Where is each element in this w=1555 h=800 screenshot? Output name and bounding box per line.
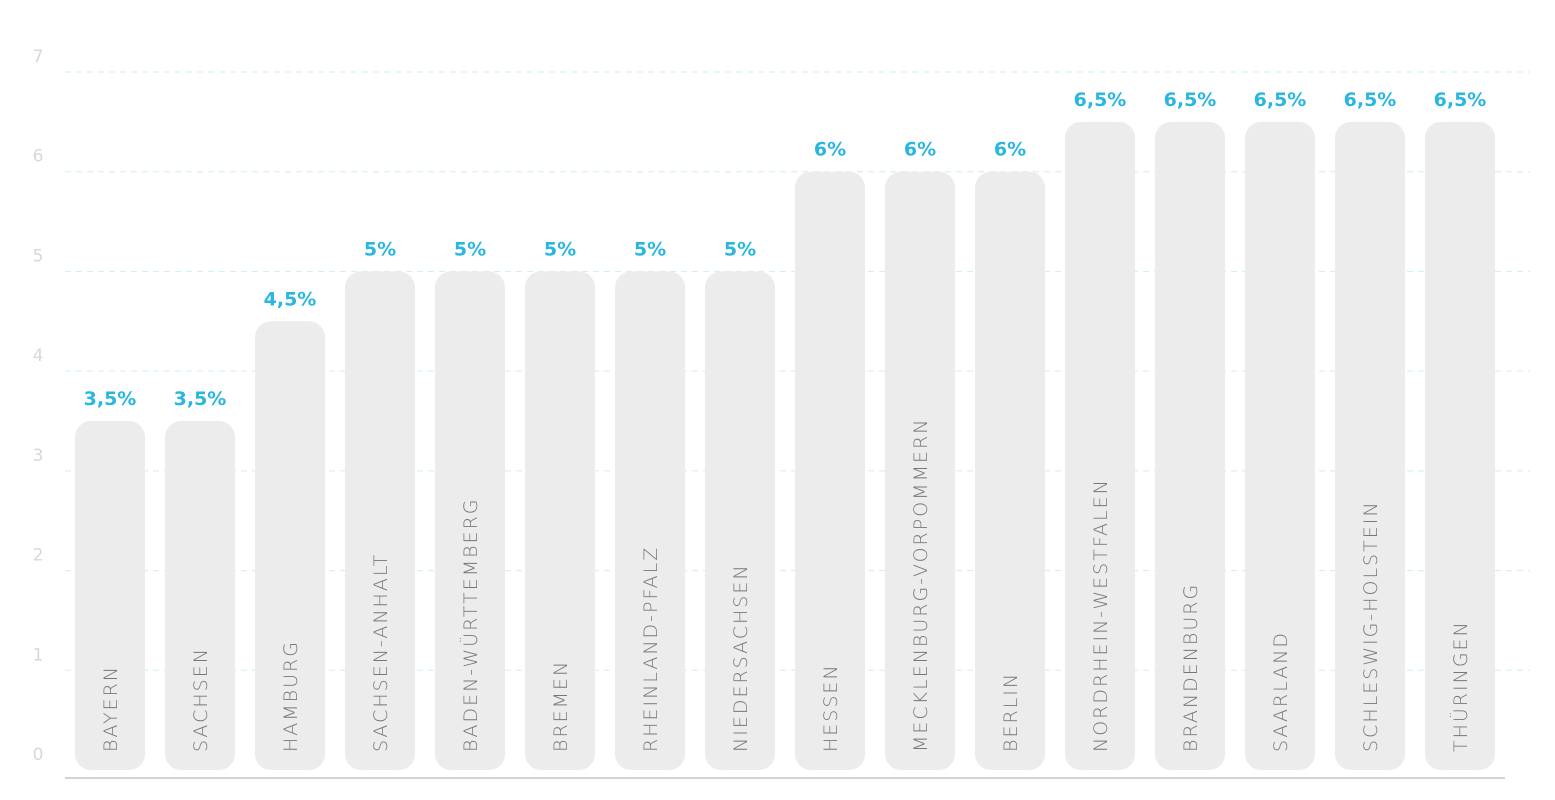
- category-label: THÜRINGEN: [1449, 620, 1472, 752]
- category-label: SACHSEN: [190, 647, 212, 752]
- category-label: BRANDENBURG: [1180, 583, 1202, 752]
- bar: [345, 271, 415, 770]
- y-tick-label: 7: [33, 47, 44, 67]
- y-tick-label: 4: [33, 346, 44, 366]
- value-label: 6,5%: [1254, 89, 1307, 111]
- value-label: 6%: [994, 139, 1026, 161]
- category-label: NIEDERSACHSEN: [730, 563, 752, 752]
- bar: [525, 271, 595, 770]
- category-label: BREMEN: [550, 660, 572, 752]
- bar: [885, 171, 955, 770]
- category-label: SAARLAND: [1270, 631, 1292, 752]
- value-label: 3,5%: [174, 388, 227, 410]
- value-label: 4,5%: [264, 288, 317, 310]
- bar: [1065, 121, 1135, 771]
- category-label: SACHSEN-ANHALT: [370, 553, 392, 752]
- y-tick-label: 6: [33, 147, 44, 167]
- y-tick-label: 1: [33, 645, 44, 665]
- bar: [1425, 121, 1495, 771]
- bar: [705, 271, 775, 770]
- bar: [255, 321, 325, 770]
- bar: [435, 271, 505, 770]
- bar: [165, 421, 235, 770]
- y-tick-label: 3: [33, 446, 44, 466]
- value-label: 6,5%: [1074, 89, 1127, 111]
- category-label: MECKLENBURG-VORPOMMERN: [910, 418, 932, 752]
- value-label: 5%: [544, 238, 576, 260]
- bar: [1155, 121, 1225, 771]
- category-label: BAYERN: [100, 665, 122, 752]
- bar: [975, 171, 1045, 770]
- bar: [1335, 121, 1405, 771]
- value-label: 3,5%: [84, 388, 137, 410]
- bar: [615, 271, 685, 770]
- category-label: RHEINLAND-PFALZ: [640, 546, 662, 752]
- value-label: 5%: [454, 238, 486, 260]
- value-label: 5%: [634, 238, 666, 260]
- y-tick-label: 5: [33, 246, 44, 266]
- y-tick-label: 2: [33, 546, 44, 566]
- value-label: 6%: [814, 139, 846, 161]
- value-label: 6,5%: [1164, 89, 1217, 111]
- category-label: BADEN-WÜRTTEMBERG: [459, 497, 482, 752]
- bar: [1245, 121, 1315, 771]
- bar: [795, 171, 865, 770]
- category-label: SCHLESWIG-HOLSTEIN: [1360, 500, 1382, 752]
- value-label: 5%: [364, 238, 396, 260]
- value-label: 5%: [724, 238, 756, 260]
- category-label: BERLIN: [1000, 672, 1022, 752]
- category-label: NORDRHEIN-WESTFALEN: [1090, 478, 1112, 752]
- bar: [75, 421, 145, 770]
- category-label: HESSEN: [820, 663, 842, 752]
- value-label: 6,5%: [1434, 89, 1487, 111]
- value-label: 6%: [904, 139, 936, 161]
- value-label: 6,5%: [1344, 89, 1397, 111]
- y-tick-label: 0: [33, 745, 44, 765]
- category-label: HAMBURG: [280, 640, 302, 752]
